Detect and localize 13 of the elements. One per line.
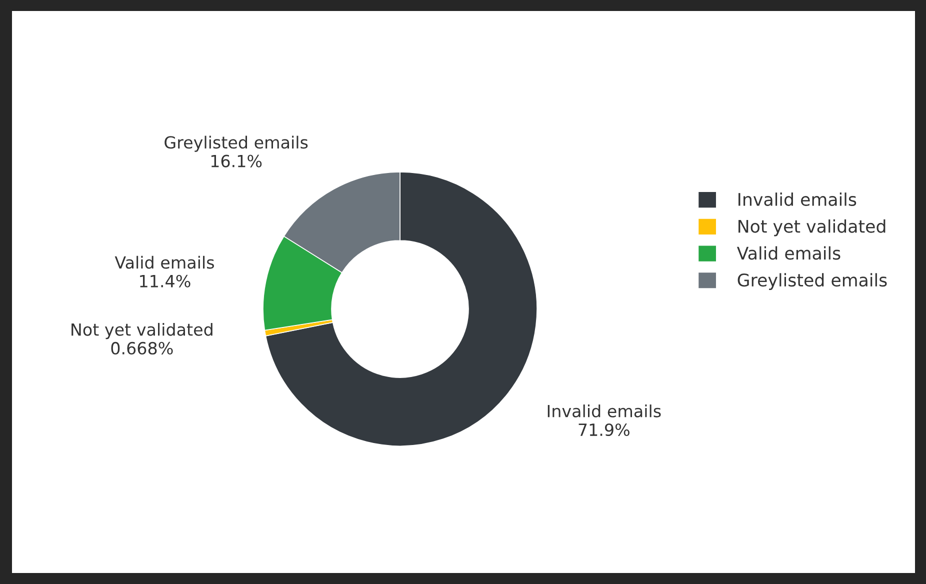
slice-label: Not yet validated [72,322,212,340]
data-label: 71.9% [578,423,630,436]
data-label: 11.4% [140,274,190,288]
legend-label: Invalid emails [738,192,856,206]
slice-label: Greylisted emails [164,136,308,152]
data-label: 0.668% [111,342,173,355]
data-label: 16.1% [211,154,262,168]
legend-label: Not yet validated [738,219,886,236]
donut-slice [265,172,537,446]
slice-label: Invalid emails [548,404,661,418]
slice-label: Valid emails [114,256,214,269]
legend-label: Valid emails [736,246,840,260]
legend-label: Greylisted emails [738,273,887,290]
